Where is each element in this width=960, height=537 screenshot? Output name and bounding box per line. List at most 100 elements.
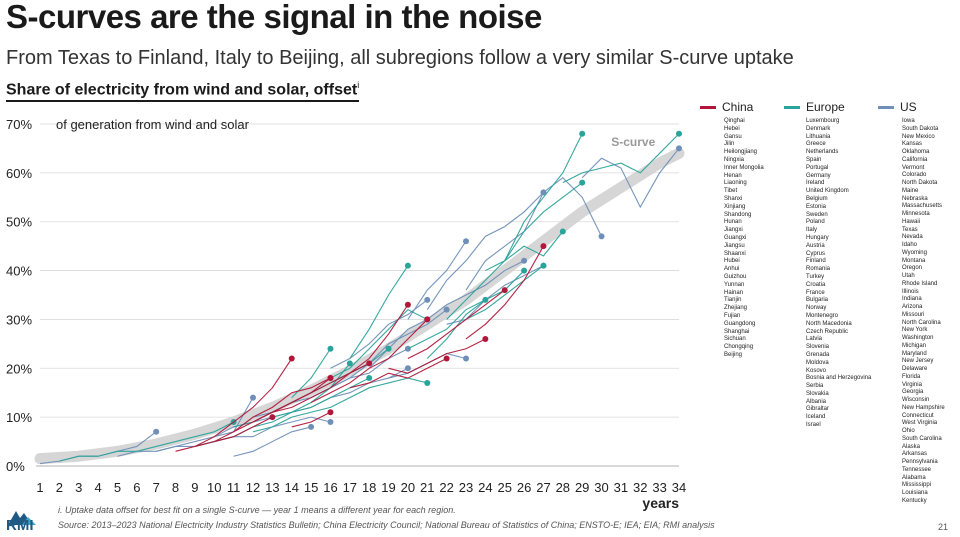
series-line-europe (562, 133, 680, 184)
series-end-point-europe (327, 345, 334, 352)
legend-item-europe: Grenada (806, 351, 830, 358)
footnote: i. Uptake data offset for best fit on a … (58, 505, 456, 515)
legend-item-us: Hawaii (902, 218, 921, 225)
legend-item-us: North Carolina (902, 319, 941, 326)
series-line-china (194, 358, 293, 447)
legend-item-europe: Luxembourg (806, 118, 840, 124)
y-tick-label: 30% (6, 312, 32, 327)
y-tick-label: 10% (6, 410, 32, 425)
legend-item-us: Tennessee (902, 466, 932, 473)
legend-item-europe: Cyprus (806, 250, 826, 257)
legend-item-europe: Norway (806, 305, 827, 312)
series-line-china (175, 416, 273, 452)
series-line-europe (349, 265, 409, 359)
series-end-point-us (424, 296, 431, 303)
x-tick-label: 11 (227, 480, 241, 495)
legend-item-europe: Germany (806, 172, 831, 179)
legend-item-europe: Netherlands (806, 149, 839, 156)
page-subtitle: From Texas to Finland, Italy to Beijing,… (6, 47, 794, 69)
legend-item-us: Rhode Island (902, 280, 938, 287)
legend-item-europe: Croatia (806, 281, 826, 288)
series-line-china (291, 411, 331, 428)
x-tick-label: 22 (439, 480, 453, 495)
legend-item-us: Alaska (902, 443, 921, 450)
s-curve-annotation: S-curve (611, 135, 655, 149)
legend-item-china: Guangxi (724, 234, 747, 241)
legend-item-us: Missouri (902, 311, 925, 318)
series-end-point-europe (385, 345, 392, 352)
legend-item-us: Texas (902, 226, 918, 233)
x-tick-label: 34 (672, 480, 686, 495)
series-line-china (407, 289, 506, 360)
legend-item-europe: Estonia (806, 203, 827, 210)
legend-header-us: US (878, 100, 945, 114)
series-line-europe (485, 182, 583, 272)
legend-item-china: Shanxi (724, 195, 743, 202)
legend-item-us: Maryland (902, 350, 927, 357)
legend-item-china: Guizhou (724, 273, 747, 280)
legend-item-us: Montana (902, 257, 926, 264)
x-tick-label: 24 (478, 480, 492, 495)
x-tick-label: 27 (536, 480, 550, 495)
legend-item-europe: Israel (806, 422, 821, 429)
legend-item-europe: Gibraltar (806, 406, 830, 413)
series-line-us (368, 260, 525, 369)
legend-item-us: New Hampshire (902, 404, 945, 411)
legend-item-europe: Albania (806, 398, 827, 405)
series-end-point-us (327, 419, 334, 426)
x-tick-label: 5 (114, 480, 121, 495)
series-line-us (117, 397, 254, 457)
legend-item-china: Guangdong (724, 320, 756, 327)
legend-item-china: Sichuan (724, 336, 746, 343)
series-end-point-china (482, 335, 489, 342)
legend-item-us: Minnesota (902, 211, 930, 217)
series-end-point-china (501, 287, 508, 294)
series-end-point-europe (540, 262, 547, 269)
legend-item-china: Hebei (724, 125, 740, 132)
x-tick-label: 14 (284, 480, 298, 495)
series-end-point-us (153, 428, 160, 435)
series-end-point-us (443, 306, 450, 313)
y-tick-label: 20% (6, 361, 32, 376)
legend-item-china: Yunnan (724, 281, 745, 288)
legend-item-china: Fujian (724, 312, 741, 319)
x-tick-label: 30 (594, 480, 608, 495)
series-end-point-china (540, 243, 547, 250)
x-tick-label: 23 (459, 480, 473, 495)
legend-header-china: China (700, 100, 764, 114)
legend-item-us: Louisiana (902, 490, 928, 496)
legend-item-us: Pennsylvania (902, 459, 938, 465)
x-tick-label: 33 (652, 480, 666, 495)
series-line-china (272, 304, 409, 413)
x-tick-label: 7 (153, 480, 160, 495)
x-axis-label: years (642, 495, 679, 511)
legend-item-china: Liaoning (724, 180, 747, 187)
legend-item-us: Washington (902, 335, 934, 341)
x-tick-label: 20 (401, 480, 415, 495)
x-tick-label: 32 (633, 480, 647, 495)
grid (40, 123, 679, 418)
legend-item-europe: Ireland (806, 180, 825, 187)
rmi-logo-icon (8, 511, 36, 525)
legend-item-us: California (902, 156, 928, 163)
legend-item-europe: Austria (806, 242, 825, 249)
legend-item-europe: Italy (806, 227, 818, 234)
legend-item-us: Oregon (902, 265, 923, 272)
series-end-point-china (327, 375, 334, 382)
legend-item-china: Ningxia (724, 156, 745, 163)
legend-item-us: Wisconsin (902, 397, 930, 403)
legend-item-china: Tibet (724, 188, 738, 195)
legend-item-europe: United Kingdom (806, 188, 849, 195)
legend-item-europe: France (806, 289, 825, 296)
legend-item-us: South Dakota (902, 125, 939, 132)
legend-item-europe: Montenegro (806, 312, 839, 319)
legend-china: China Qinghai Hebei Gansu Jilin Heilongjiang… (700, 100, 764, 360)
legend-item-europe: Poland (806, 219, 825, 226)
series-end-point-china (424, 316, 431, 323)
series-end-point-china (443, 355, 450, 362)
s-curve-band: S-curve (34, 135, 685, 465)
x-tick-label: 15 (304, 480, 318, 495)
series-end-point-europe (676, 130, 682, 137)
legend-item-us: New York (902, 327, 928, 334)
series-end-point-europe (579, 130, 586, 137)
